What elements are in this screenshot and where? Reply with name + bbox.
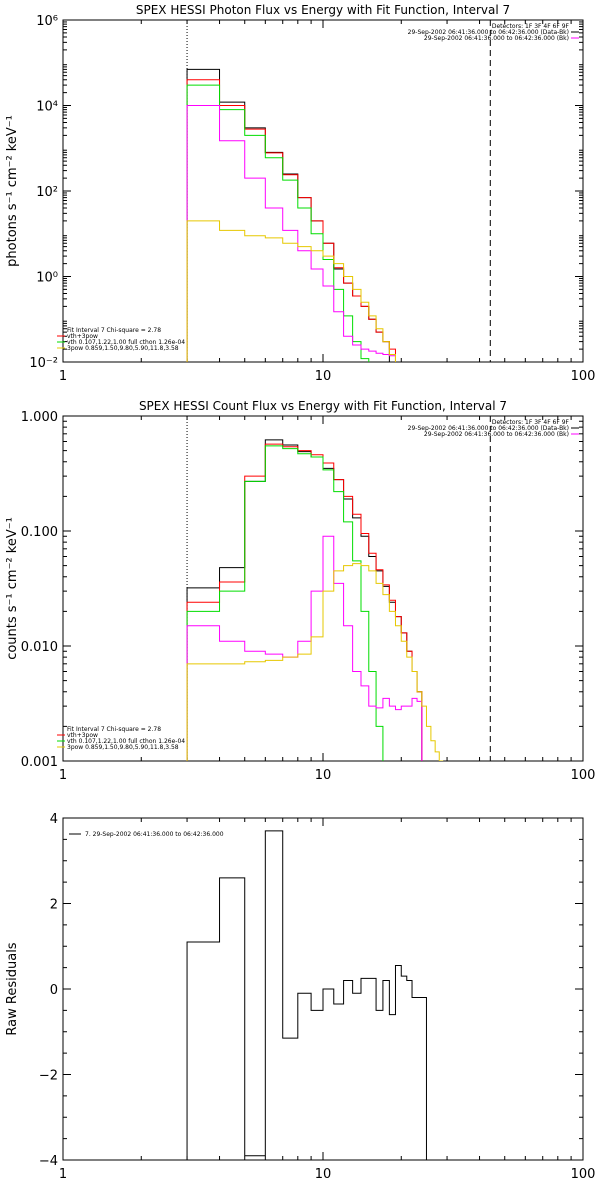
fit-legend-line: vth 0.107,1.22,1.00 full cthon 1.26e-04	[67, 339, 185, 346]
y-tick-label: −2	[39, 1069, 58, 1084]
chart-title: SPEX HESSI Count Flux vs Energy with Fit…	[139, 399, 507, 413]
fit-legend-line: vth 0.107,1.22,1.00 full cthon 1.26e-04	[67, 738, 185, 745]
x-tick-label: 10	[315, 369, 332, 384]
chart-panel-1: SPEX HESSI Photon Flux vs Energy with Fi…	[5, 3, 595, 384]
series-line-4	[186, 563, 444, 761]
legend-header-line: 29-Sep-2002 06:41:36.000 to 06:42:36.000…	[408, 29, 569, 36]
x-tick-label: 1	[59, 1167, 67, 1182]
y-tick-label: −4	[39, 1154, 58, 1169]
y-tick-label: 2	[50, 898, 58, 913]
y-tick-label: 4	[50, 812, 58, 827]
series-line-1	[186, 79, 396, 362]
y-tick-label: 1.000	[21, 410, 58, 425]
fit-legend-line: vth+3pow	[67, 333, 98, 340]
series-group	[186, 830, 427, 1160]
residual-legend-line: 7. 29-Sep-2002 06:41:36.000 to 06:42:36.…	[85, 831, 224, 838]
series-line-2	[186, 445, 384, 761]
series-line-3	[186, 105, 396, 362]
x-axis: 1 10 100	[59, 20, 596, 384]
series-line-3	[186, 535, 423, 761]
x-axis: 1 10 100	[59, 818, 596, 1182]
fit-legend-line: Fit Interval 7 Chi-square = 2.78	[67, 726, 161, 733]
fit-legend-line: 3pow 0.859,1.50,9.80,5.90,11.8,3.58	[67, 744, 179, 751]
legend-header-line: 29-Sep-2002 06:41:36.000 to 06:42:36.000…	[408, 425, 569, 432]
x-tick-label: 1	[59, 768, 67, 783]
x-tick-label: 10	[315, 768, 332, 783]
fit-legend-line: vth+3pow	[67, 732, 98, 739]
x-tick-label: 1	[59, 369, 67, 384]
y-tick-label: 10²	[36, 185, 58, 200]
y-axis: 0.001 0.010 0.100 1.000	[21, 410, 583, 770]
fit-legend-line: 3pow 0.859,1.50,9.80,5.90,11.8,3.58	[67, 345, 179, 352]
x-axis: 1 10 100	[59, 416, 596, 783]
x-tick-label: 10	[315, 1167, 332, 1182]
x-tick-label: 100	[571, 369, 596, 384]
chart-panel-2: SPEX HESSI Count Flux vs Energy with Fit…	[5, 399, 595, 783]
series-line-0	[186, 830, 427, 1160]
x-tick-label: 100	[571, 1167, 596, 1182]
y-axis: −4 −2 0 2 4	[39, 812, 583, 1169]
chart-title: SPEX HESSI Photon Flux vs Energy with Fi…	[136, 3, 510, 17]
y-tick-label: 10⁶	[36, 14, 58, 29]
series-group	[186, 68, 396, 362]
series-line-1	[186, 443, 423, 761]
legend-header-line: Detectors: 1F 3F 4F 6F 9F	[492, 23, 570, 30]
y-tick-label: 0	[50, 983, 58, 998]
fit-legend-line: Fit Interval 7 Chi-square = 2.78	[67, 327, 161, 334]
chart-panel-3: 1 10 100 −4 −2 0 2 4 Raw Residuals 7. 29-Sep-2002…	[5, 812, 595, 1182]
y-tick-label: 10⁴	[36, 100, 58, 115]
legend-header-line: Detectors: 1F 3F 4F 6F 9F	[492, 419, 570, 426]
legend-header-line: 29-Sep-2002 06:41:36.000 to 06:42:36.000…	[424, 35, 569, 42]
series-line-2	[186, 84, 370, 362]
y-tick-label: 0.001	[21, 755, 58, 770]
y-axis: 10⁻² 10⁰ 10² 10⁴ 10⁶	[29, 14, 583, 371]
legend-header-line: 29-Sep-2002 06:41:36.000 to 06:42:36.000…	[424, 431, 569, 438]
y-tick-label: 10⁰	[36, 271, 58, 286]
x-tick-label: 100	[571, 768, 596, 783]
series-line-0	[186, 439, 423, 761]
y-axis-label: counts s⁻¹ cm⁻² keV⁻¹	[5, 517, 20, 660]
y-tick-label: 0.010	[21, 640, 58, 655]
y-tick-label: 0.100	[21, 525, 58, 540]
y-axis-label: photons s⁻¹ cm⁻² keV⁻¹	[5, 115, 20, 267]
y-tick-label: 10⁻²	[29, 356, 58, 371]
y-axis-label: Raw Residuals	[5, 942, 20, 1035]
plot-frame	[62, 19, 584, 363]
series-line-0	[186, 68, 390, 362]
series-group	[186, 439, 444, 761]
series-line-4	[186, 220, 396, 362]
